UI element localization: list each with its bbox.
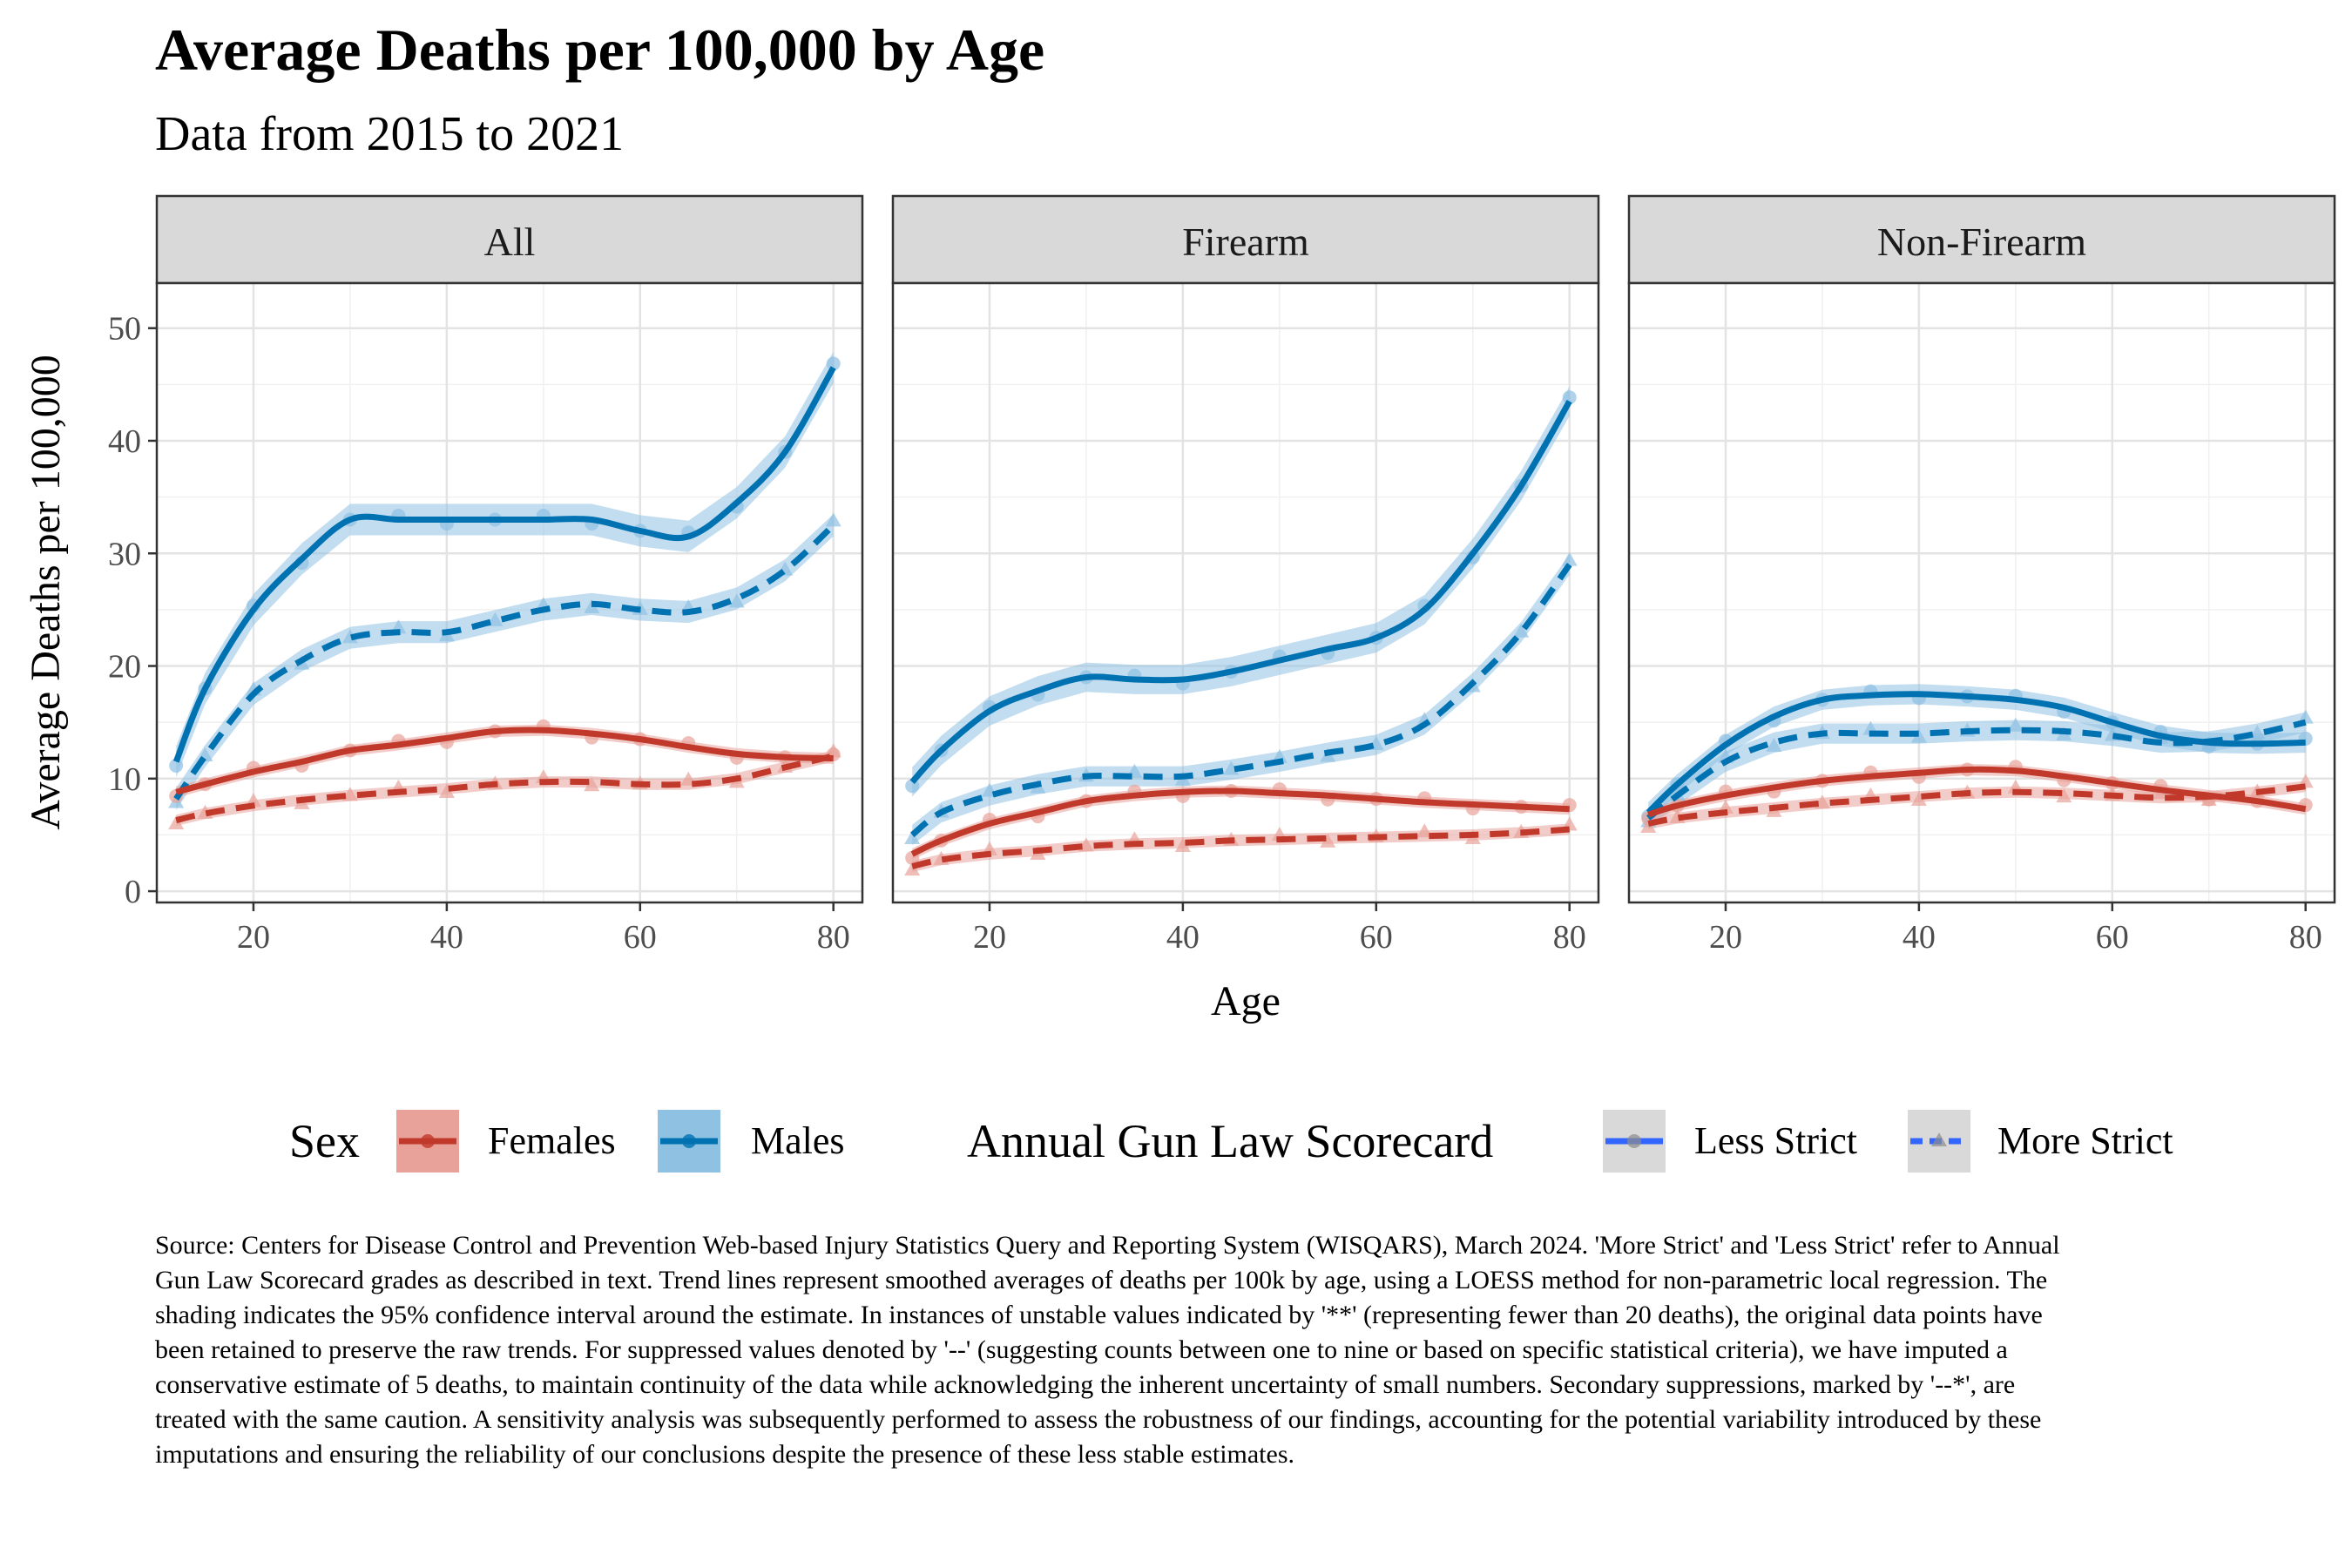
data-point [1910,728,1927,743]
data-point [487,612,504,626]
legend-label-males: Males [751,1119,845,1162]
series-line [175,753,835,824]
series-line [1646,691,2306,815]
x-tick-label: 60 [2096,919,2129,956]
x-tick-label: 40 [1166,919,1200,956]
data-point [728,593,745,608]
x-tick-label: 20 [237,919,270,956]
facet-strip [891,194,1600,285]
series-line [1646,719,2307,821]
data-point [438,783,455,798]
confidence-band [1648,712,2306,828]
y-tick-label: 50 [108,311,141,348]
legend-label-females: Females [488,1119,616,1162]
panel-border [155,281,864,904]
x-tick-label: 40 [430,919,463,956]
source-caption: Source: Centers for Disease Control and … [155,1231,2060,1469]
data-point [2249,725,2266,740]
data-point [1766,737,1782,752]
data-point [169,758,184,773]
x-tick-label: 60 [624,919,657,956]
confidence-band [176,514,834,810]
data-point [826,356,841,371]
legend-label-more-strict: More Strict [1997,1119,2173,1162]
y-axis-title: Average Deaths per 100,000 [23,355,69,830]
series-line [911,826,1570,870]
legend-key-point [1627,1134,1641,1148]
facet-label: Firearm [1182,220,1309,264]
facet-panel-all: All 20 40 60 80 0 10 20 30 40 50 [108,194,864,956]
series-line [172,366,836,763]
data-point [1640,819,1657,834]
y-tick-label: 20 [108,649,141,686]
series-line [909,563,1572,838]
x-tick-label: 20 [1709,919,1742,956]
series-line [173,523,836,801]
chart-title: Average Deaths per 100,000 by Age [155,17,1045,83]
data-point [904,829,921,844]
data-point [1562,390,1577,405]
x-tick-label: 60 [1360,919,1393,956]
series-line [175,727,834,795]
data-point [1320,833,1336,848]
data-point [341,787,358,801]
x-tick-label: 80 [817,919,850,956]
data-point [825,512,841,527]
legend-key-point [421,1134,435,1148]
data-point [168,815,185,830]
legend-title-sex: Sex [289,1115,360,1167]
data-point [1910,792,1927,807]
confidence-band [912,386,1570,797]
legend-label-less-strict: Less Strict [1694,1119,1857,1162]
x-tick-label: 20 [973,919,1006,956]
legend-key-point [1931,1132,1947,1146]
panel-border [891,281,1600,904]
data-point [584,777,600,792]
confidence-band [912,554,1570,846]
y-tick-label: 10 [108,761,141,798]
data-point [1513,623,1530,638]
x-tick-label: 80 [1553,919,1586,956]
legend-key-point [682,1134,696,1148]
data-point [2297,709,2314,724]
confidence-band [1648,764,2306,821]
legend: Sex Females Males Annual Gun Law Scorecard L… [289,1110,2173,1173]
legend-title-scorecard: Annual Gun Law Scorecard [967,1115,1493,1167]
series-line [910,787,1570,857]
facet-label: Non-Firearm [1877,220,2086,264]
confidence-band [1648,781,2306,829]
data-point [1174,838,1191,853]
series-line [1647,766,2307,818]
data-point [2007,717,2024,732]
chart-subtitle: Data from 2015 to 2021 [155,107,625,161]
confidence-band [176,750,834,827]
data-point [904,862,921,876]
x-tick-label: 40 [1903,919,1936,956]
facet-panel-non-firearm: Non-Firearm 20 40 60 80 [1627,194,2336,956]
y-tick-label: 30 [108,536,141,572]
x-axis-title: Age [1211,978,1281,1024]
facet-label: All [484,220,536,264]
data-point [1416,823,1433,838]
series-line [909,399,1572,785]
y-tick-label: 0 [125,874,141,910]
data-point [2056,788,2072,803]
series-line [1647,783,2307,827]
x-tick-label: 80 [2289,919,2322,956]
panel-border [1627,281,2336,904]
y-tick-label: 40 [108,423,141,460]
data-point [1561,551,1578,566]
facet-panel-firearm: Firearm 20 40 60 80 [891,194,1600,956]
